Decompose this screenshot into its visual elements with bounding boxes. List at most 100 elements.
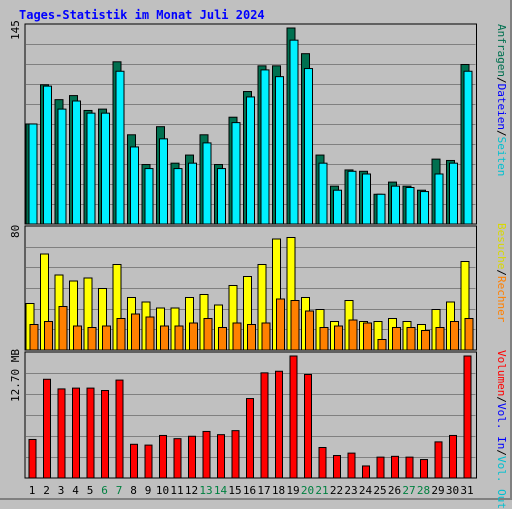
bar-dateien (115, 70, 125, 225)
bar-rechner (145, 316, 155, 351)
bar-rechner (29, 324, 39, 351)
x-tick-label: 11 (170, 484, 183, 497)
bar-dateien (202, 142, 212, 225)
x-tick-label: 9 (145, 484, 152, 497)
x-tick-label: 1 (29, 484, 36, 497)
x-tick-label: 13 (199, 484, 212, 497)
bar-volumen (405, 456, 414, 479)
bar-rechner (58, 306, 68, 351)
bar-rechner (276, 298, 285, 351)
bar-rechner (174, 325, 184, 351)
bar-volumen (434, 441, 443, 479)
bar-volumen (289, 355, 298, 479)
bar-dateien (72, 100, 81, 225)
bar-dateien (101, 112, 110, 225)
bar-volumen (231, 430, 240, 479)
x-tick-label: 5 (87, 484, 94, 497)
bar-rechner (189, 322, 198, 351)
bar-volumen (260, 372, 269, 479)
bar-dateien (347, 170, 357, 225)
bar-volumen (159, 434, 167, 479)
bar-volumen (86, 387, 95, 479)
bar-volumen (463, 355, 472, 479)
bar-volumen (275, 370, 283, 479)
x-tick-label: 3 (58, 484, 65, 497)
x-tick-label: 2 (43, 484, 50, 497)
bar-dateien (449, 162, 458, 225)
x-tick-label: 15 (228, 484, 241, 497)
bar-rechner (334, 325, 343, 351)
bar-rechner (261, 322, 271, 351)
bar-dateien (188, 162, 197, 225)
x-tick-label: 26 (388, 484, 401, 497)
bar-dateien (434, 173, 444, 225)
bar-dateien (130, 146, 139, 225)
bar-volumen (43, 378, 51, 479)
bar-dateien (246, 96, 255, 225)
bar-rechner (377, 339, 387, 351)
x-tick-label: 28 (417, 484, 430, 497)
bar-volumen (246, 398, 254, 479)
bar-volumen (130, 443, 138, 479)
bar-dateien (304, 68, 313, 225)
bar-rechner (305, 310, 314, 351)
x-tick-label: 24 (359, 484, 373, 497)
x-tick-label: 27 (402, 484, 415, 497)
bar-volumen (57, 388, 66, 479)
bar-volumen (347, 452, 356, 479)
x-tick-label: 6 (101, 484, 108, 497)
x-tick-label: 31 (460, 484, 473, 497)
bar-dateien (376, 193, 386, 225)
bar-rechner (73, 325, 82, 351)
bar-rechner (218, 327, 227, 351)
x-tick-label: 23 (344, 484, 357, 497)
bar-volumen (391, 455, 399, 479)
bar-dateien (333, 189, 342, 225)
bar-dateien (463, 70, 473, 225)
bar-dateien (217, 168, 226, 225)
x-tick-label: 16 (243, 484, 256, 497)
bar-volumen (333, 455, 341, 479)
bar-rechner (435, 327, 445, 351)
bar-rechner (406, 327, 416, 351)
bar-volumen (304, 373, 312, 479)
x-tick-label: 19 (286, 484, 299, 497)
bar-volumen (188, 435, 196, 479)
bar-dateien (57, 108, 67, 225)
bar-rechner (363, 322, 372, 351)
bar-rechner (116, 318, 126, 351)
bar-rechner (290, 300, 300, 351)
bar-volumen (144, 444, 153, 479)
bar-rechner (87, 327, 97, 351)
bar-rechner (247, 324, 256, 351)
bar-volumen (362, 465, 370, 479)
bar-volumen (202, 430, 211, 479)
bar-rechner (203, 318, 213, 351)
bar-dateien (362, 173, 371, 225)
bar-volumen (217, 434, 225, 479)
bar-dateien (43, 85, 52, 225)
bar-dateien (173, 168, 183, 225)
bar-rechner (102, 325, 111, 351)
x-tick-label: 29 (431, 484, 444, 497)
bar-dateien (28, 123, 38, 225)
bar-dateien (260, 69, 270, 225)
bar-volumen (72, 387, 80, 479)
bar-rechner (464, 318, 474, 351)
bar-dateien (144, 168, 154, 225)
x-tick-label: 21 (315, 484, 328, 497)
bar-rechner (319, 327, 329, 351)
bar-rechner (232, 322, 242, 351)
x-tick-label: 30 (446, 484, 459, 497)
bar-volumen (115, 379, 124, 479)
x-tick-label: 7 (116, 484, 123, 497)
page-title: Tages-Statistik im Monat Juli 2024 (19, 8, 265, 22)
x-tick-label: 12 (185, 484, 198, 497)
x-tick-label: 22 (330, 484, 343, 497)
bar-dateien (289, 39, 299, 225)
bar-rechner (44, 321, 53, 351)
bar-volumen (449, 434, 457, 479)
bar-volumen (101, 390, 109, 479)
bar-volumen (318, 447, 327, 479)
